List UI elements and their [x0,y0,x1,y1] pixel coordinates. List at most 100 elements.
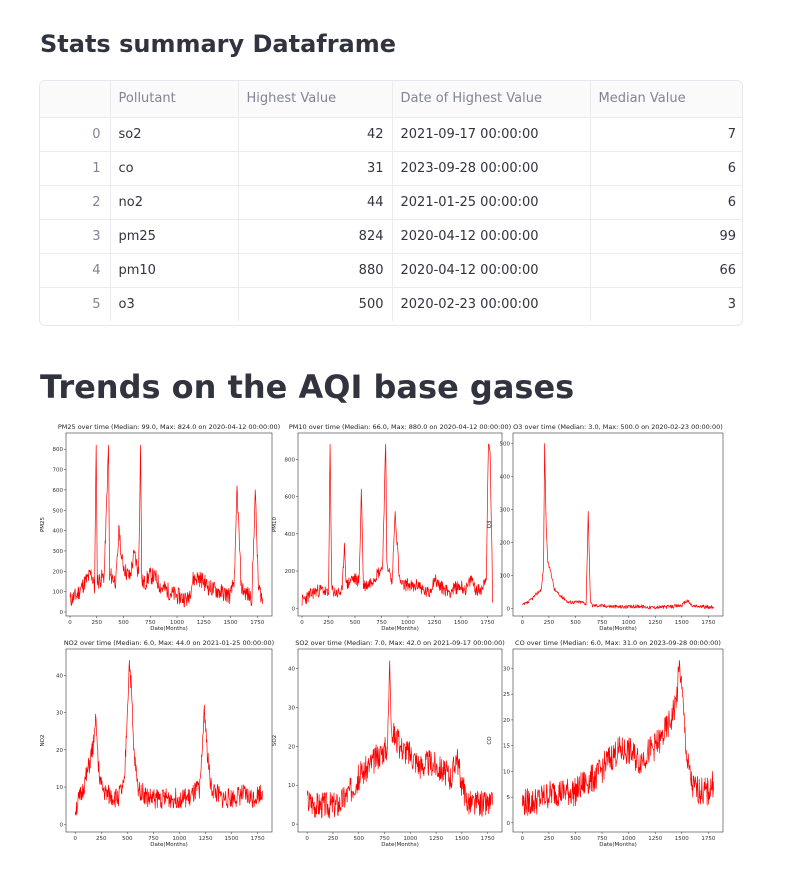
x-tick-label: 1000 [622,620,636,626]
cell-median-value[interactable]: 3 [727,296,736,312]
x-tick-label: 750 [597,620,608,626]
x-tick-label: 1250 [427,620,441,626]
y-tick-label: 800 [285,457,296,463]
column-header-median-value[interactable]: Median Value [590,81,742,118]
y-tick-label: 0 [507,821,511,827]
cell-pollutant[interactable]: so2 [110,117,239,152]
x-tick-label: 0 [521,620,525,626]
cell-date[interactable]: 2021-01-25 00:00:00 [392,185,591,220]
table-row: 0 so2 42 2021-09-17 00:00:00 7 [40,117,742,152]
x-tick-label: 1500 [224,620,238,626]
x-tick-label: 1000 [401,620,415,626]
chart-title: PM10 over time (Median: 66.0, Max: 880.0… [289,423,511,431]
chart-panel-pm25: PM25 over time (Median: 99.0, Max: 824.0… [40,423,280,632]
cell-pollutant[interactable]: pm25 [110,219,239,254]
chart-title: NO2 over time (Median: 6.0, Max: 44.0 on… [64,639,274,647]
y-tick-label: 0 [292,822,296,828]
cell-pollutant[interactable]: o3 [110,287,239,321]
cell-pollutant[interactable]: co [110,151,239,186]
x-tick-label: 1750 [251,836,265,842]
x-tick-label: 1000 [170,620,184,626]
cell-date[interactable]: 2020-04-12 00:00:00 [392,219,591,254]
y-tick-label: 300 [53,549,64,555]
y-tick-label: 0 [60,610,64,616]
cell-pollutant[interactable]: pm10 [110,253,239,288]
column-header-index[interactable] [40,81,111,118]
cell-highest-value[interactable]: 500 [238,287,393,321]
x-tick-label: 250 [92,620,103,626]
x-tick-label: 1000 [403,836,417,842]
x-tick-label: 750 [376,620,387,626]
y-tick-label: 30 [288,705,295,711]
cell-date[interactable]: 2023-09-28 00:00:00 [392,151,591,186]
chart-title: CO over time (Median: 6.0, Max: 31.0 on … [515,639,721,647]
x-tick-label: 750 [148,836,159,842]
x-tick-label: 250 [323,620,334,626]
x-axis-label: Date(Months) [381,842,419,848]
row-index: 1 [40,151,111,186]
x-tick-label: 1250 [197,620,211,626]
x-tick-label: 1500 [454,620,468,626]
x-tick-label: 750 [379,836,390,842]
column-header-highest-value[interactable]: Highest Value [238,81,393,118]
cell-median-value[interactable]: 99 [590,219,742,254]
cell-median-value[interactable]: 7 [590,117,742,152]
column-header-date[interactable]: Date of Highest Value [392,81,591,118]
x-tick-label: 0 [73,836,77,842]
table-row: 4 pm10 880 2020-04-12 00:00:00 66 [40,253,742,288]
column-header-pollutant[interactable]: Pollutant [110,81,239,118]
series-line-pm25 [69,444,263,608]
y-tick-label: 200 [285,569,296,575]
y-tick-label: 0 [507,607,511,613]
cell-highest-value[interactable]: 44 [238,185,393,220]
cell-pollutant[interactable]: no2 [110,185,239,220]
series-line-no2 [74,660,264,816]
y-tick-label: 700 [53,468,64,474]
x-tick-label: 1500 [455,836,469,842]
y-tick-label: 25 [503,692,510,698]
cell-highest-value[interactable]: 31 [238,151,393,186]
cell-date[interactable]: 2020-02-23 00:00:00 [392,287,591,321]
chart-panel-pm10: PM10 over time (Median: 66.0, Max: 880.0… [272,423,511,632]
y-tick-label: 15 [503,744,510,750]
chart-title: O3 over time (Median: 3.0, Max: 500.0 on… [513,423,723,431]
cell-highest-value[interactable]: 880 [238,253,393,288]
x-tick-label: 500 [570,836,581,842]
cell-date[interactable]: 2021-09-17 00:00:00 [392,117,591,152]
trends-figure: PM25 over time (Median: 99.0, Max: 824.0… [30,420,750,850]
plot-frame [512,432,724,617]
y-tick-label: 10 [288,783,295,789]
cell-date[interactable]: 2020-04-12 00:00:00 [392,253,591,288]
cell-median-value[interactable]: 6 [590,151,742,186]
x-tick-label: 500 [350,620,361,626]
y-tick-label: 20 [56,748,63,754]
y-tick-label: 400 [53,529,64,535]
x-axis-label: Date(Months) [599,842,637,848]
chart-panel-o3: O3 over time (Median: 3.0, Max: 500.0 on… [487,423,724,632]
row-index: 3 [40,219,111,254]
cell-median-value[interactable]: 66 [590,253,742,288]
x-axis-label: Date(Months) [150,842,188,848]
x-tick-label: 250 [544,836,555,842]
x-tick-label: 1250 [429,836,443,842]
x-tick-label: 500 [122,836,133,842]
cell-highest-value[interactable]: 824 [238,219,393,254]
x-tick-label: 500 [353,836,364,842]
x-tick-label: 1500 [675,620,689,626]
x-tick-label: 1750 [701,620,715,626]
y-tick-label: 30 [503,666,510,672]
x-tick-label: 1750 [701,836,715,842]
y-tick-label: 300 [500,508,511,514]
x-tick-label: 1750 [480,620,494,626]
y-tick-label: 600 [53,488,64,494]
cell-highest-value[interactable]: 42 [238,117,393,152]
cell-median-value[interactable]: 6 [590,185,742,220]
x-tick-label: 1250 [648,836,662,842]
x-tick-label: 1250 [198,836,212,842]
x-tick-label: 750 [145,620,156,626]
stats-dataframe[interactable]: Pollutant Highest Value Date of Highest … [39,80,743,326]
y-axis-label: O3 [487,520,493,528]
table-row: 1 co 31 2023-09-28 00:00:00 6 [40,151,742,186]
x-tick-label: 1250 [648,620,662,626]
x-tick-label: 250 [544,620,555,626]
